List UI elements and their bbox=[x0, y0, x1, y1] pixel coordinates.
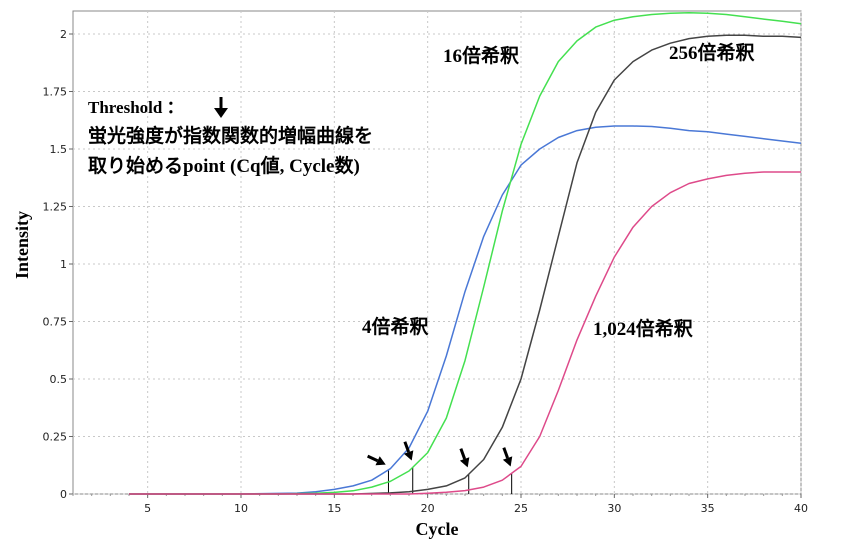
y-tick-label: 1.5 bbox=[50, 143, 68, 156]
y-axis-title: Intensity bbox=[12, 211, 32, 279]
series-line-4x bbox=[129, 125, 802, 495]
series-label-1024x: 1,024倍希釈 bbox=[593, 317, 694, 340]
y-tick-label: 0.75 bbox=[43, 316, 68, 329]
x-tick-label: 15 bbox=[327, 502, 341, 515]
y-tick-label: 1.75 bbox=[43, 86, 68, 99]
series-line-1024x bbox=[129, 171, 801, 495]
series-label-16x: 16倍希釈 bbox=[443, 44, 520, 67]
plot-frame bbox=[72, 10, 802, 495]
threshold-arrow-icon bbox=[214, 97, 228, 118]
series-line-16x bbox=[129, 12, 802, 495]
cq-arrow-icon bbox=[403, 441, 414, 461]
cq-arrow-icon bbox=[502, 447, 513, 467]
x-tick-label: 40 bbox=[794, 502, 808, 515]
x-tick-label: 5 bbox=[144, 502, 151, 515]
y-tick-label: 1.25 bbox=[43, 201, 68, 214]
y-tick-label: 0.25 bbox=[43, 431, 68, 444]
y-tick-label: 2 bbox=[60, 28, 67, 41]
cq-arrow-icon bbox=[459, 448, 470, 468]
x-tick-label: 30 bbox=[607, 502, 621, 515]
x-tick-label: 25 bbox=[514, 502, 528, 515]
series-line-256x bbox=[129, 34, 802, 495]
threshold-description-line2: 取り始めるpoint (Cq値, Cycle数) bbox=[88, 154, 360, 177]
series-label-4x: 4倍希釈 bbox=[362, 315, 430, 338]
series-label-256x: 256倍希釈 bbox=[669, 41, 756, 64]
y-tick-label: 0 bbox=[60, 488, 67, 501]
threshold-title: Threshold ： bbox=[88, 98, 184, 117]
x-tick-label: 35 bbox=[701, 502, 715, 515]
x-tick-label: 20 bbox=[421, 502, 435, 515]
x-axis-title: Cycle bbox=[416, 519, 459, 539]
cq-arrow-icon bbox=[366, 454, 386, 466]
x-tick-label: 10 bbox=[234, 502, 248, 515]
y-tick-label: 0.5 bbox=[50, 373, 68, 386]
y-tick-label: 1 bbox=[60, 258, 67, 271]
threshold-description-line1: 蛍光強度が指数関数的増幅曲線を bbox=[88, 124, 373, 147]
